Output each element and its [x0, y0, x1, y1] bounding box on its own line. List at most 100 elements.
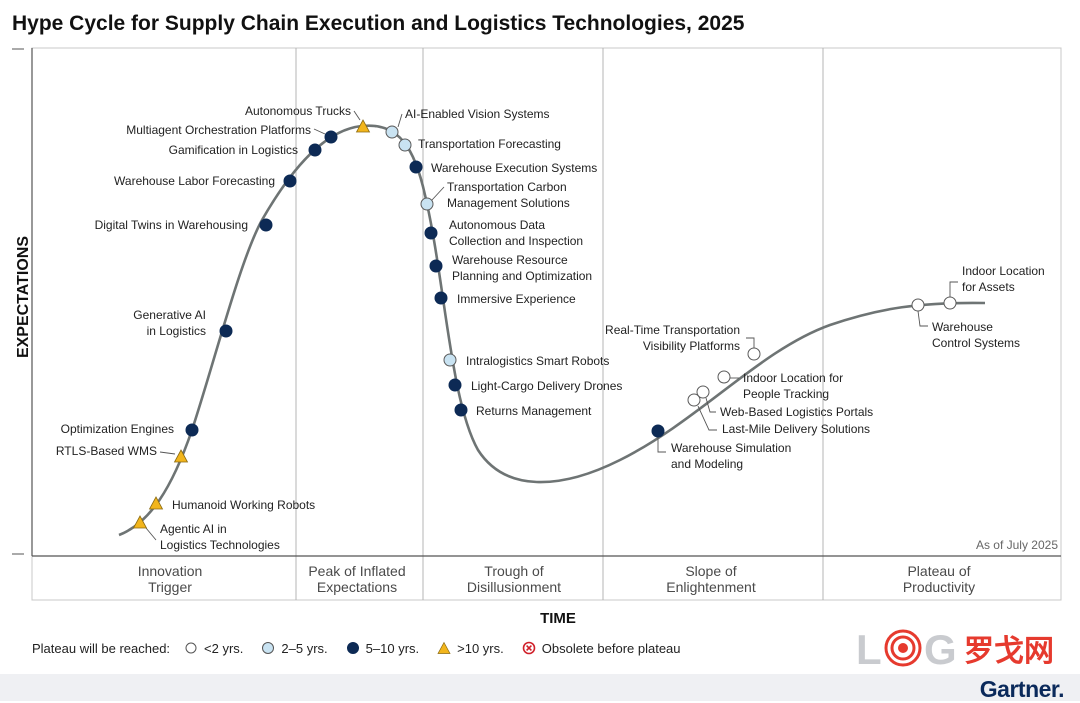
legend-item-under-2: <2 yrs. — [184, 641, 243, 656]
triangle-marker — [355, 119, 371, 133]
tech-label: Management Solutions — [447, 196, 570, 210]
circle-marker — [429, 259, 443, 273]
tech-point: Returns Management — [454, 403, 592, 418]
legend-item-label: 2–5 yrs. — [281, 640, 328, 656]
circle-marker — [687, 393, 701, 407]
tech-point: Warehouse Resource Planning and Optimizat… — [429, 253, 592, 283]
phase-label: Peak of Inflated — [308, 563, 405, 579]
leader-line — [949, 281, 958, 297]
tech-label: Transportation Forecasting — [418, 137, 561, 151]
circle-marker — [911, 298, 925, 312]
leader-line — [657, 437, 666, 453]
circle-marker — [308, 143, 322, 157]
tech-label: Indoor Location for — [743, 371, 843, 385]
tech-point: Transportation Forecasting — [398, 137, 561, 152]
circle-marker — [424, 226, 438, 240]
tech-label: in Logistics — [147, 324, 206, 338]
tech-label: Agentic AI in — [160, 522, 227, 536]
tech-label: for Assets — [962, 280, 1015, 294]
circle-marker — [283, 174, 297, 188]
tech-point: Warehouse Control Systems — [911, 298, 1020, 350]
circle-marker — [219, 324, 233, 338]
tech-label: Control Systems — [932, 336, 1020, 350]
tech-point: Digital Twins in Warehousing — [95, 218, 273, 232]
chart-title: Hype Cycle for Supply Chain Execution an… — [12, 12, 745, 35]
red-x-circle-icon — [522, 641, 536, 655]
circle-marker — [696, 385, 710, 399]
leader-line — [313, 128, 326, 135]
tech-label: Web-Based Logistics Portals — [720, 405, 873, 419]
legend-item-label: Obsolete before plateau — [541, 640, 681, 656]
tech-point: Indoor Location for People Tracking — [717, 370, 843, 401]
tech-label: Optimization Engines — [61, 422, 174, 436]
tech-label: Generative AI — [133, 308, 206, 322]
tech-label: Returns Management — [476, 404, 592, 418]
circle-marker — [717, 370, 731, 384]
tech-point: Warehouse Execution Systems — [409, 160, 597, 175]
tech-label: Humanoid Working Robots — [172, 498, 315, 512]
tech-label: Planning and Optimization — [452, 269, 592, 283]
tech-point: Real-Time Transportation Visibility Platf… — [605, 323, 761, 361]
svg-text:G: G — [924, 626, 957, 670]
leader-line — [705, 397, 716, 413]
tech-label: Warehouse Execution Systems — [431, 161, 597, 175]
legend-item-obsolete: Obsolete before plateau — [522, 641, 681, 656]
circle-marker — [651, 424, 665, 438]
phase-label: Productivity — [903, 579, 975, 595]
yellow-triangle-icon — [437, 641, 451, 654]
tech-label: and Modeling — [671, 457, 743, 471]
circle-marker — [259, 218, 273, 232]
legend-item-over-10: >10 yrs. — [437, 641, 504, 656]
leader-line — [397, 113, 403, 128]
tech-point: RTLS-Based WMS — [56, 444, 189, 463]
tech-point: Multiagent Orchestration Platforms — [126, 123, 338, 144]
tech-label: Logistics Technologies — [160, 538, 280, 552]
tech-label: Last-Mile Delivery Solutions — [722, 422, 870, 436]
tech-point: AI-Enabled Vision Systems — [385, 107, 550, 139]
triangle-marker — [173, 449, 189, 463]
tech-point: Web-Based Logistics Portals — [696, 385, 873, 419]
phase-label: Trough of — [484, 563, 544, 579]
circle-marker — [420, 197, 434, 211]
tech-point: Generative AI in Logistics — [133, 308, 233, 338]
circle-marker — [409, 160, 423, 174]
tech-label: Warehouse Resource — [452, 253, 568, 267]
tech-label: Real-Time Transportation — [605, 323, 740, 337]
tech-label: Digital Twins in Warehousing — [95, 218, 248, 232]
tech-label: Intralogistics Smart Robots — [466, 354, 609, 368]
light-blue-circle-icon — [262, 642, 275, 654]
tech-label: Warehouse — [932, 320, 993, 334]
circle-marker — [943, 296, 957, 310]
circle-marker — [434, 291, 448, 305]
legend-item-label: 5–10 yrs. — [365, 640, 420, 656]
x-axis-label: TIME — [540, 610, 576, 627]
plot-frame — [31, 47, 1062, 601]
tech-label: Multiagent Orchestration Platforms — [126, 123, 311, 137]
as-of-label: As of July 2025 — [976, 538, 1058, 552]
tech-point: Autonomous Data Collection and Inspection — [424, 218, 583, 248]
leader-line — [697, 405, 717, 431]
tech-label: Collection and Inspection — [449, 234, 583, 248]
tech-point: Warehouse Labor Forecasting — [114, 174, 297, 188]
phase-label: Plateau of — [907, 563, 970, 579]
legend-item-label: <2 yrs. — [204, 640, 244, 656]
tech-point: Indoor Location for Assets — [943, 264, 1045, 310]
leader-line — [353, 110, 361, 121]
tech-point: Immersive Experience — [434, 291, 576, 306]
tech-point: Agentic AI in Logistics Technologies — [132, 515, 280, 552]
tech-label: Autonomous Data — [449, 218, 545, 232]
circle-marker — [385, 125, 399, 139]
footer-band — [0, 674, 1080, 701]
circle-marker — [747, 347, 761, 361]
circle-marker — [398, 138, 412, 152]
legend-item-label: >10 yrs. — [457, 640, 504, 656]
tech-point: Autonomous Trucks — [245, 104, 371, 133]
tech-point: Intralogistics Smart Robots — [443, 353, 609, 368]
tech-point: Humanoid Working Robots — [148, 496, 315, 512]
tech-label: Visibility Platforms — [643, 339, 740, 353]
tech-label: Indoor Location — [962, 264, 1045, 278]
legend-item-5-10: 5–10 yrs. — [346, 641, 419, 656]
leader-line — [917, 310, 928, 327]
circle-marker — [324, 130, 338, 144]
brand-cn-text: 罗戈网 — [964, 634, 1054, 669]
